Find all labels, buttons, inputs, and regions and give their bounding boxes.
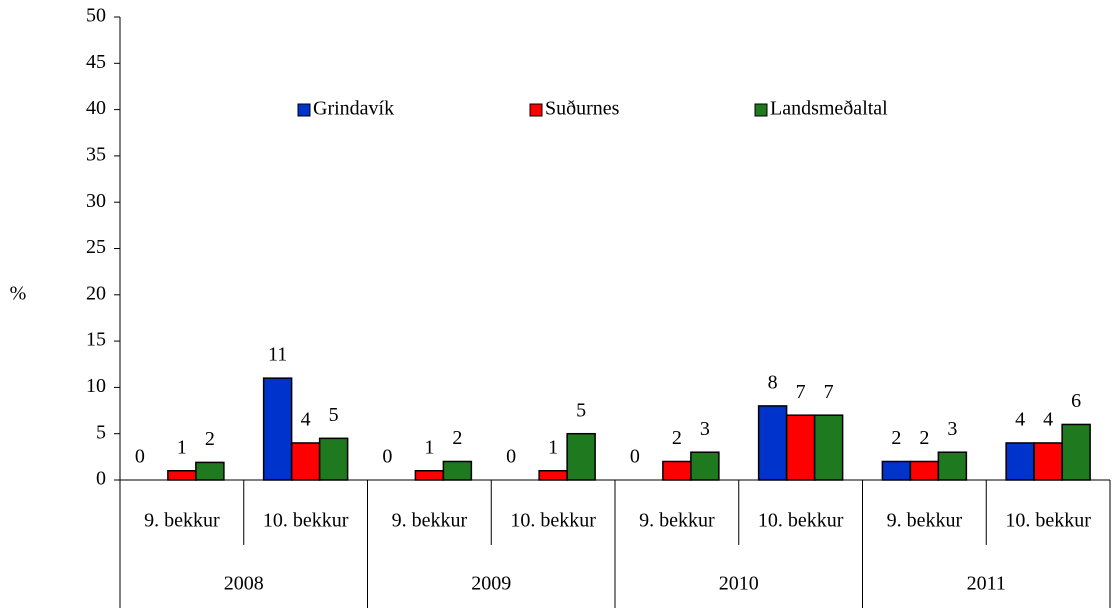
data-label: 3: [947, 418, 957, 440]
bar: [662, 460, 692, 481]
data-label: 5: [329, 404, 339, 426]
bar: [757, 405, 788, 481]
bar: [909, 460, 940, 481]
y-tick-label: 45: [86, 51, 106, 73]
data-label: 6: [1071, 390, 1081, 412]
legend-label: Landsmeðaltal: [770, 98, 888, 120]
y-tick-label: 10: [86, 375, 106, 397]
y-tick-label: 5: [96, 421, 106, 443]
legend-swatch: [529, 103, 543, 117]
y-tick-label: 15: [86, 329, 106, 351]
bar: [1061, 423, 1091, 481]
data-label: 2: [452, 427, 462, 449]
bar: [195, 461, 225, 481]
y-tick-label: 30: [86, 190, 106, 212]
bar: [167, 469, 197, 481]
bar: [414, 469, 445, 481]
data-label: 2: [672, 427, 682, 449]
bar: [690, 451, 720, 481]
bar: [1033, 442, 1063, 481]
bar: [937, 451, 968, 481]
bar: [262, 377, 293, 481]
data-label: 3: [700, 418, 710, 440]
x-tick-label: 9. bekkur: [392, 510, 468, 532]
y-tick-label: 25: [86, 236, 106, 258]
data-label: 8: [768, 372, 778, 394]
x-tick-label: 9. bekkur: [887, 510, 963, 532]
data-label: 0: [135, 446, 145, 468]
y-tick-label: 35: [86, 143, 106, 165]
x-tick-label: 9. bekkur: [639, 510, 715, 532]
y-tick-label: 40: [86, 97, 106, 119]
bar: [442, 460, 473, 481]
group-label: 2009: [471, 573, 511, 595]
group-label: 2011: [967, 573, 1006, 595]
bar: [785, 414, 816, 481]
legend-label: Suðurnes: [545, 98, 620, 120]
data-label: 2: [891, 427, 901, 449]
data-label: 0: [630, 446, 640, 468]
data-label: 7: [824, 381, 834, 403]
x-tick-label: 10. bekkur: [1005, 510, 1091, 532]
data-label: 2: [919, 427, 929, 449]
data-label: 0: [382, 446, 392, 468]
data-label: 1: [177, 436, 187, 458]
data-label: 7: [796, 381, 806, 403]
group-label: 2008: [224, 573, 264, 595]
data-label: 4: [1043, 409, 1053, 431]
y-tick-label: 50: [86, 5, 106, 27]
y-tick-label: 20: [86, 282, 106, 304]
y-axis-label: %: [10, 283, 27, 305]
bar: [1005, 442, 1035, 481]
bar: [881, 460, 912, 481]
data-label: 4: [301, 409, 311, 431]
x-tick-label: 10. bekkur: [263, 510, 349, 532]
group-label: 2010: [719, 573, 759, 595]
data-label: 1: [424, 436, 434, 458]
legend-swatch: [754, 103, 768, 117]
data-label: 5: [576, 399, 586, 421]
bar: [566, 432, 596, 481]
data-label: 1: [548, 436, 558, 458]
bar: [318, 437, 349, 481]
bar: [290, 442, 321, 481]
bar: [538, 469, 568, 481]
data-label: 11: [268, 344, 287, 366]
bar: [813, 414, 844, 481]
y-tick-label: 0: [96, 468, 106, 490]
data-label: 4: [1015, 409, 1025, 431]
legend-swatch: [297, 103, 311, 117]
legend-label: Grindavík: [313, 98, 394, 120]
x-tick-label: 10. bekkur: [510, 510, 596, 532]
data-label: 2: [205, 428, 215, 450]
x-tick-label: 9. bekkur: [144, 510, 220, 532]
x-tick-label: 10. bekkur: [758, 510, 844, 532]
data-label: 0: [506, 446, 516, 468]
